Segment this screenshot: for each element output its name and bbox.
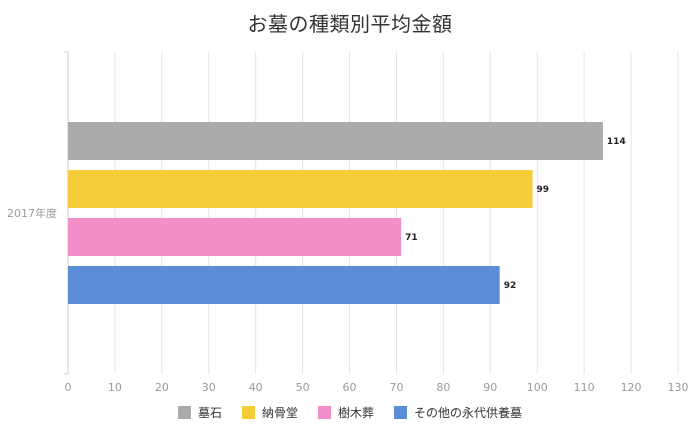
legend-item-2[interactable]: 納骨堂 xyxy=(241,404,298,421)
legend-swatch-2 xyxy=(241,406,255,419)
legend-item-1[interactable]: 墓石 xyxy=(177,404,222,421)
legend-item-3[interactable]: 樹木葬 xyxy=(318,404,374,421)
x-tick-label-60: 60 xyxy=(343,381,357,394)
legend: 墓石 納骨堂 樹木葬 その他の永代供養墓 xyxy=(0,404,700,421)
legend-swatch-4 xyxy=(394,406,408,419)
grid-lines xyxy=(114,52,679,374)
data-label-2: 99 xyxy=(537,185,550,195)
x-tick-label-20: 20 xyxy=(155,381,169,394)
x-tick-label-120: 120 xyxy=(621,381,642,394)
axes xyxy=(64,51,69,375)
bar-2 xyxy=(68,170,533,208)
x-tick-label-80: 80 xyxy=(436,381,450,394)
chart-title: お墓の種類別平均金額 xyxy=(247,12,453,36)
x-tick-label-130: 130 xyxy=(668,381,689,394)
category-label: 2017年度 xyxy=(7,206,57,220)
bar-1 xyxy=(68,122,603,160)
bar-chart: 0 10 20 30 40 50 60 70 80 90 100 110 120 130 2017年度 114… xyxy=(7,51,689,394)
legend-swatch-1 xyxy=(177,406,191,419)
x-tick-label-70: 70 xyxy=(389,381,403,394)
x-tick-label-10: 10 xyxy=(108,381,122,394)
x-tick-label-90: 90 xyxy=(483,381,497,394)
x-tick-label-110: 110 xyxy=(574,381,595,394)
legend-label-4: その他の永代供養墓 xyxy=(414,406,523,420)
x-tick-label-30: 30 xyxy=(202,381,216,394)
legend-label-1: 墓石 xyxy=(197,406,222,420)
data-label-4: 92 xyxy=(504,281,517,291)
x-tick-label-40: 40 xyxy=(249,381,263,394)
x-tick-label-50: 50 xyxy=(296,381,310,394)
x-tick-label-100: 100 xyxy=(527,381,548,394)
data-label-1: 114 xyxy=(607,137,626,147)
data-label-3: 71 xyxy=(405,233,418,243)
bar-3 xyxy=(68,218,402,256)
legend-label-2: 納骨堂 xyxy=(261,406,298,420)
legend-swatch-3 xyxy=(318,406,331,419)
legend-item-4[interactable]: その他の永代供養墓 xyxy=(394,404,522,421)
bars xyxy=(68,122,603,304)
legend-label-3: 樹木葬 xyxy=(338,406,375,420)
x-tick-label-0: 0 xyxy=(65,381,72,394)
labels: 0 10 20 30 40 50 60 70 80 90 100 110 120 130 2017年度 114… xyxy=(7,137,689,394)
bar-4 xyxy=(68,266,500,304)
